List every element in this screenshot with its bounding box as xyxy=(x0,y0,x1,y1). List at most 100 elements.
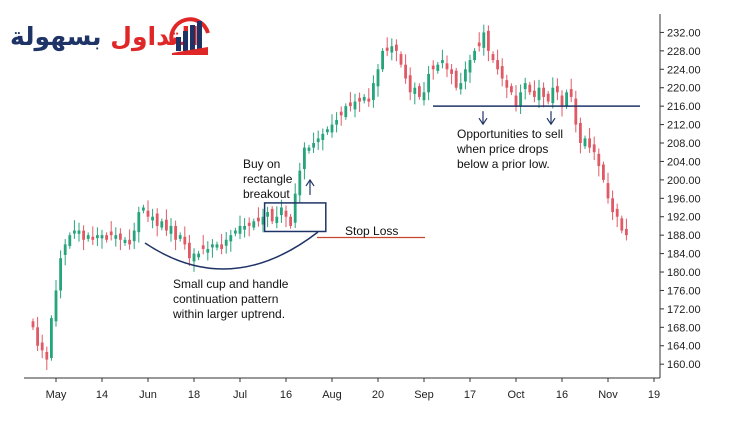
candle-body xyxy=(326,129,329,133)
candle-body xyxy=(611,198,614,213)
candle-body xyxy=(620,218,624,231)
candle-body xyxy=(123,239,127,243)
pattern-note-line: within larger uptrend. xyxy=(173,307,286,321)
candle-body xyxy=(431,65,435,70)
y-tick-label: 204.00 xyxy=(667,156,701,168)
sell-note-line: when price drops xyxy=(457,142,549,156)
x-tick-label: May xyxy=(46,389,67,401)
candle-body xyxy=(579,122,582,144)
candle-body xyxy=(114,235,118,239)
candle-body xyxy=(183,236,187,245)
candle-body xyxy=(257,217,260,222)
x-tick-label: Oct xyxy=(507,389,524,401)
candle-body xyxy=(441,60,444,64)
y-tick-label: 212.00 xyxy=(667,120,701,132)
candle-body xyxy=(63,244,67,255)
candle-body xyxy=(266,212,269,217)
candle-body xyxy=(615,208,619,217)
candle-body xyxy=(165,219,168,231)
candle-body xyxy=(395,44,398,51)
candle-body xyxy=(487,30,490,51)
stop-loss-label: Stop Loss xyxy=(345,224,399,238)
y-tick-label: 188.00 xyxy=(667,230,701,242)
candle-body xyxy=(160,221,164,228)
cup-arc xyxy=(144,231,319,270)
candle-body xyxy=(96,235,99,239)
candle-body xyxy=(533,90,536,97)
pattern-note-line: continuation pattern xyxy=(173,292,279,306)
y-tick-label: 160.00 xyxy=(667,359,701,371)
x-tick-label: 16 xyxy=(280,389,292,401)
candle-body xyxy=(59,258,62,291)
y-tick-label: 192.00 xyxy=(667,212,701,224)
candle-body xyxy=(45,351,49,360)
breakout-up-arrowhead xyxy=(305,178,315,187)
y-axis: 160.00 164.00 168.00 172.00 176.00 180.00 184.… xyxy=(659,14,701,378)
sell-note-line: Opportunities to sell xyxy=(457,127,564,141)
candle-body xyxy=(468,60,472,73)
brand-word-2: بسهولة xyxy=(10,22,102,51)
buy-note-line: breakout xyxy=(243,187,290,201)
candle-body xyxy=(459,83,463,90)
candle-body xyxy=(312,143,315,148)
y-tick-label: 216.00 xyxy=(667,101,701,113)
candle-body xyxy=(583,138,587,147)
candle-body xyxy=(556,86,559,93)
candle-body xyxy=(109,231,113,236)
candle-body xyxy=(523,83,527,90)
candle-body xyxy=(358,97,361,102)
candle-body xyxy=(505,80,509,88)
candle-body xyxy=(418,86,421,97)
candle-body xyxy=(496,60,499,70)
candle-body xyxy=(427,73,430,93)
candle-body xyxy=(385,47,389,51)
candle-body xyxy=(436,64,440,71)
candle-body xyxy=(473,50,476,61)
x-tick-label: 18 xyxy=(188,389,200,401)
y-tick-label: 172.00 xyxy=(667,304,701,316)
y-tick-label: 184.00 xyxy=(667,249,701,261)
candle-body xyxy=(445,63,449,70)
x-tick-label: Sep xyxy=(414,389,434,401)
breakout-rectangle xyxy=(263,202,327,233)
candle-body xyxy=(510,86,513,93)
candle-body xyxy=(77,230,81,234)
y-tick-label: 220.00 xyxy=(667,83,701,95)
candle-body xyxy=(128,239,131,245)
candle-body xyxy=(349,102,352,107)
pattern-note-line: Small cup and handle xyxy=(173,277,289,291)
candle-body xyxy=(293,193,297,223)
candle-body xyxy=(560,95,564,107)
candle-body xyxy=(31,321,35,328)
candle-body xyxy=(408,75,412,93)
candle-body xyxy=(316,138,320,143)
y-tick-label: 196.00 xyxy=(667,193,701,205)
y-tick-label: 200.00 xyxy=(667,175,701,187)
candle-body xyxy=(450,69,453,74)
candle-body xyxy=(224,239,228,246)
candle-body xyxy=(142,207,145,211)
candle-body xyxy=(303,147,306,170)
candle-body xyxy=(588,138,591,148)
candle-body xyxy=(100,235,104,239)
candle-body xyxy=(155,213,159,226)
candle-body xyxy=(413,87,417,94)
x-tick-label: 16 xyxy=(556,389,568,401)
candle-body xyxy=(252,221,256,228)
candle-body xyxy=(119,233,122,240)
candle-body xyxy=(206,248,210,253)
candle-body xyxy=(390,46,394,53)
candle-body xyxy=(372,83,375,100)
x-tick-label: Aug xyxy=(322,389,342,401)
candle-body xyxy=(174,225,177,240)
x-tick-label: Jun xyxy=(139,389,157,401)
candle-body xyxy=(464,69,467,82)
buy-note-line: rectangle xyxy=(243,172,293,186)
sell-opportunity-note: Opportunities to sell when price drops b… xyxy=(457,127,563,172)
candle-body xyxy=(353,101,357,110)
y-tick-label: 228.00 xyxy=(667,46,701,58)
candle-body xyxy=(284,210,288,217)
x-tick-label: 19 xyxy=(648,389,660,401)
candle-body xyxy=(569,89,573,97)
